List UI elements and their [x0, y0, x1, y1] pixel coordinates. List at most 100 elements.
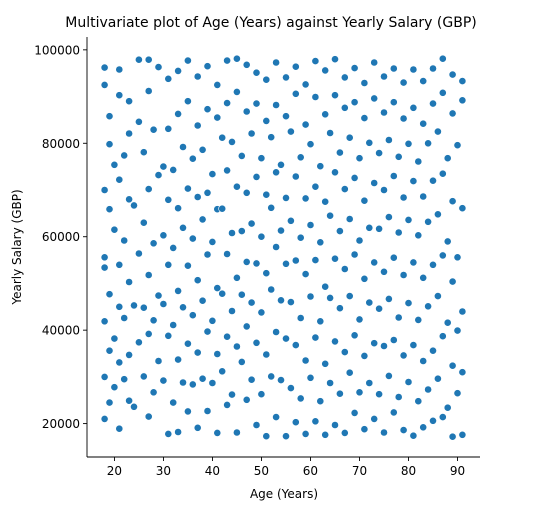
- data-point: [291, 62, 300, 71]
- data-point: [164, 124, 173, 133]
- data-point: [262, 350, 271, 359]
- data-point: [438, 332, 447, 341]
- data-point: [100, 186, 109, 194]
- data-point: [277, 296, 285, 305]
- data-point: [257, 390, 266, 399]
- data-point: [183, 56, 192, 65]
- data-point: [448, 277, 457, 286]
- data-point: [115, 358, 124, 367]
- data-point: [179, 303, 187, 312]
- data-point: [404, 378, 413, 386]
- data-point: [355, 388, 364, 397]
- data-point: [223, 99, 231, 107]
- data-point: [267, 203, 276, 212]
- data-point: [429, 64, 437, 73]
- data-point: [174, 204, 182, 213]
- data-point: [389, 64, 398, 73]
- data-point: [399, 271, 408, 279]
- data-point: [370, 339, 379, 348]
- data-point: [120, 314, 129, 322]
- data-point: [213, 81, 222, 89]
- data-point: [277, 376, 285, 384]
- data-point: [144, 55, 153, 64]
- data-point: [100, 81, 109, 89]
- data-point: [375, 224, 383, 233]
- data-point: [125, 97, 134, 106]
- data-point: [321, 197, 330, 206]
- data-point: [218, 289, 227, 298]
- data-point: [232, 273, 241, 282]
- data-point: [223, 56, 231, 65]
- data-point: [389, 172, 398, 180]
- data-point: [257, 154, 266, 163]
- data-point: [100, 263, 109, 272]
- data-point: [282, 334, 290, 343]
- data-point: [448, 109, 457, 118]
- data-point: [306, 140, 315, 149]
- data-point: [120, 375, 129, 384]
- data-point: [331, 421, 339, 429]
- data-point: [340, 73, 349, 82]
- data-point: [360, 274, 369, 283]
- data-point: [340, 428, 349, 437]
- data-point: [375, 304, 383, 313]
- x-axis-label: Age (Years): [250, 487, 318, 501]
- data-point: [100, 414, 109, 423]
- data-point: [355, 236, 364, 245]
- data-point: [399, 351, 408, 360]
- data-point: [115, 65, 124, 74]
- data-point: [433, 210, 442, 219]
- data-point: [174, 67, 182, 75]
- data-point: [272, 328, 280, 336]
- data-point: [331, 337, 339, 346]
- data-point: [311, 93, 320, 101]
- data-point: [394, 393, 403, 401]
- data-point: [380, 342, 388, 350]
- x-tick-label: 30: [156, 464, 171, 478]
- data-point: [130, 201, 138, 210]
- plot-area: [100, 54, 467, 441]
- data-point: [154, 63, 163, 71]
- data-point: [286, 384, 295, 392]
- data-point: [419, 192, 428, 201]
- data-point: [105, 205, 114, 214]
- data-point: [198, 145, 207, 154]
- data-point: [149, 125, 158, 134]
- data-point: [448, 197, 457, 206]
- data-point: [115, 260, 124, 269]
- data-point: [193, 423, 202, 432]
- data-point: [134, 338, 143, 347]
- data-point: [110, 225, 119, 234]
- data-point: [296, 314, 305, 322]
- data-point: [159, 300, 168, 308]
- data-point: [419, 357, 428, 365]
- data-point: [262, 75, 271, 84]
- data-point: [375, 149, 383, 157]
- data-point: [203, 407, 212, 415]
- data-point: [326, 129, 334, 137]
- data-point: [335, 389, 344, 398]
- data-point: [409, 103, 418, 112]
- data-point: [198, 296, 207, 305]
- data-point: [433, 127, 442, 136]
- data-point: [272, 58, 280, 67]
- data-point: [188, 380, 197, 389]
- data-point: [404, 215, 413, 224]
- data-point: [384, 294, 393, 303]
- data-point: [247, 298, 256, 307]
- data-point: [179, 378, 187, 387]
- data-point: [335, 227, 344, 235]
- data-point: [321, 66, 330, 75]
- data-point: [115, 302, 124, 311]
- data-point: [144, 87, 153, 95]
- data-point: [360, 114, 369, 122]
- data-point: [443, 318, 452, 327]
- data-point: [429, 99, 437, 108]
- data-point: [164, 260, 173, 269]
- data-point: [213, 284, 222, 292]
- data-point: [174, 355, 182, 364]
- data-point: [384, 371, 393, 380]
- data-point: [100, 372, 109, 381]
- data-point: [282, 193, 290, 202]
- data-point: [232, 54, 241, 63]
